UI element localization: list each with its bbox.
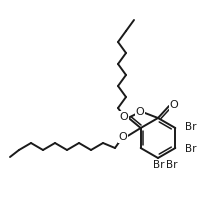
Text: Br: Br — [184, 122, 196, 132]
Text: Br: Br — [153, 160, 165, 170]
Text: O: O — [119, 112, 128, 122]
Text: Br: Br — [184, 144, 196, 154]
Text: O: O — [136, 107, 144, 117]
Text: Br: Br — [166, 160, 178, 170]
Text: O: O — [118, 132, 127, 142]
Text: O: O — [170, 100, 178, 110]
